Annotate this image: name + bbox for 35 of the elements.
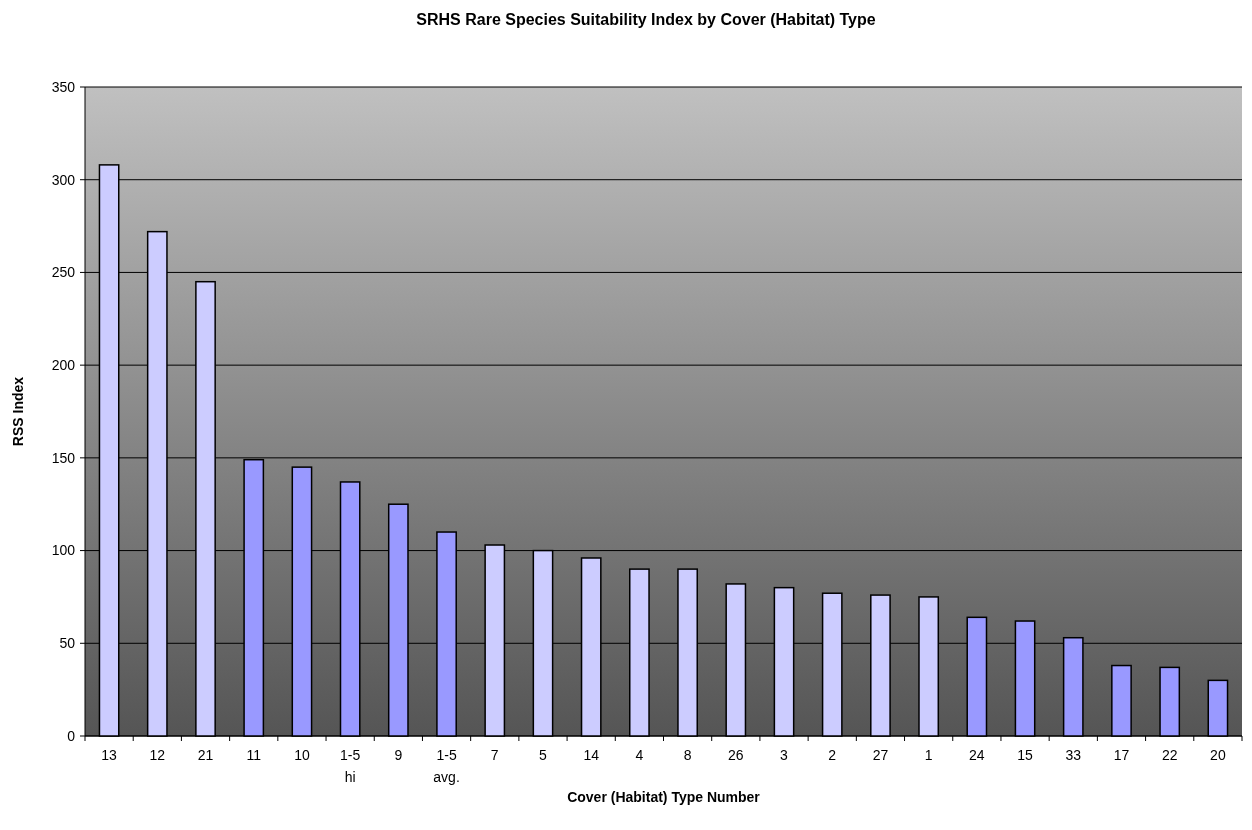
x-tick-label: 15 — [1017, 747, 1034, 763]
x-tick-label: 7 — [490, 747, 499, 763]
x-tick-label: 12 — [149, 747, 166, 763]
x-tick-label: 22 — [1161, 747, 1178, 763]
y-tick-label: 200 — [51, 357, 76, 374]
x-tick-label: 1-5 avg. — [433, 747, 460, 785]
y-tick-label: 350 — [51, 78, 76, 95]
x-tick-label: 1-5 hi — [340, 747, 361, 785]
y-tick-label: 50 — [59, 635, 76, 652]
x-tick-label: 21 — [197, 747, 214, 763]
x-tick-label: 4 — [635, 747, 644, 763]
x-axis-title: Cover (Habitat) Type Number — [567, 789, 761, 805]
x-tick-label: 10 — [294, 747, 310, 763]
x-tick-label: 9 — [394, 747, 403, 763]
x-tick-label: 17 — [1113, 747, 1130, 763]
x-tick-label: 3 — [780, 747, 789, 763]
x-tick-label: 2 — [828, 747, 837, 763]
x-tick-label: 26 — [728, 747, 744, 763]
y-tick-label: 100 — [51, 542, 76, 559]
x-tick-label: 14 — [583, 747, 600, 763]
x-tick-label: 11 — [246, 747, 262, 763]
y-axis-title: RSS Index — [10, 376, 26, 447]
y-tick-label: 150 — [51, 449, 76, 466]
y-tick-label: 300 — [51, 171, 76, 188]
x-tick-label: 20 — [1210, 747, 1226, 763]
y-tick-label: 0 — [67, 727, 76, 744]
x-tick-label: 24 — [969, 747, 985, 763]
x-tick-label: 1 — [924, 747, 933, 763]
x-tick-label: 5 — [539, 747, 548, 763]
x-tick-label: 33 — [1065, 747, 1082, 763]
x-tick-label: 8 — [683, 747, 692, 763]
x-tick-label: 13 — [101, 747, 118, 763]
y-tick-label: 250 — [51, 264, 76, 281]
x-tick-label: 27 — [872, 747, 889, 763]
chart-title: SRHS Rare Species Suitability Index by Cover (Habitat) Type — [416, 11, 876, 28]
